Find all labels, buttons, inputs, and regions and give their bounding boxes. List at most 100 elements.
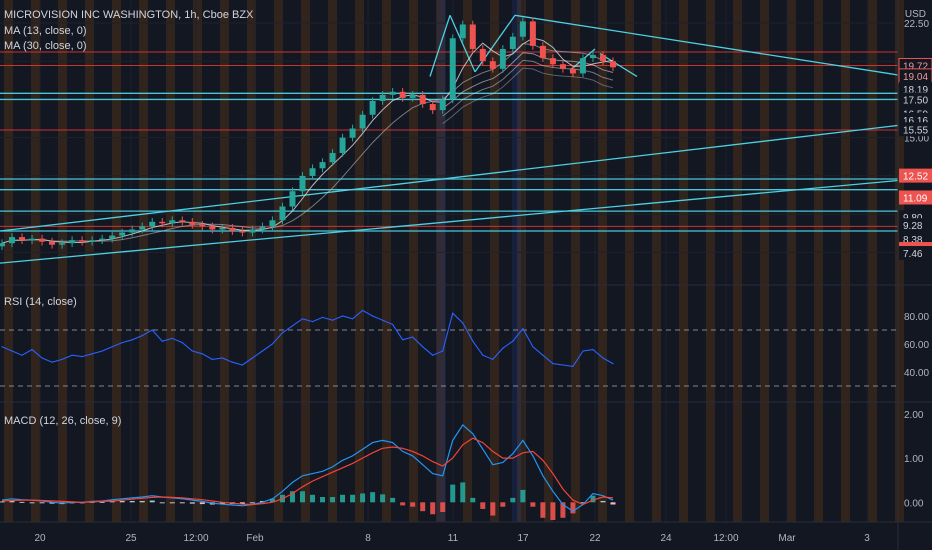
time-tick-label: 8 [365,533,371,544]
candle-body [79,240,86,242]
session-band [220,0,229,522]
candle-body [219,227,226,230]
macd-histogram-bar [149,500,155,503]
candle-body [589,55,596,59]
rsi-point [151,329,153,331]
rsi-point [121,342,123,344]
candle-body [309,168,316,176]
time-tick-label: 22 [589,533,601,544]
macd-histogram-bar [410,502,416,507]
rsi-point [442,350,444,352]
candlestick-series [0,17,616,251]
session-band [139,0,148,522]
macd-histogram-bar [139,500,145,503]
candle-body [189,221,196,225]
session-band [382,0,391,522]
candle-body [349,128,356,138]
candle-body [339,137,346,153]
rsi-point [241,364,243,366]
rsi-point [161,340,163,342]
rsi-point [382,319,384,321]
rsi-point [472,340,474,342]
macd-histogram-bar [590,495,596,503]
macd-histogram-bar [109,500,115,503]
time-axis[interactable]: 20 25 12:00 Feb 8 11 17 22 24 12:00 Mar 3 [34,533,870,544]
macd-histogram-bar [420,502,426,512]
macd-histogram-bar [490,502,496,516]
candle-body [89,240,96,242]
candle-body [69,240,76,244]
trendline-spike-left [429,15,451,77]
macd-histogram-bar [9,500,15,503]
session-band [841,0,850,522]
rsi-point [502,347,504,349]
candle-body [529,21,536,46]
macd-histogram-bar [520,489,526,503]
macd-histogram-bar [460,482,466,503]
candle-body [39,238,46,242]
candle-body [159,221,166,224]
candle-body [329,152,336,163]
macd-tick-label: 0.00 [904,498,924,509]
session-band [247,0,256,522]
rsi-point [41,357,43,359]
macd-histogram-bar [159,502,165,504]
session-band [463,0,472,522]
rsi-point [31,349,33,351]
macd-histogram-bar [500,502,506,507]
session-bands [4,0,904,522]
session-band [868,0,877,522]
session-band [706,0,715,522]
session-band [787,0,796,522]
price-label-box [899,190,932,205]
macd-histogram-bar [340,494,346,503]
rsi-point [141,335,143,337]
macd-histogram-bar [330,497,336,503]
macd-histogram-bar [269,498,275,503]
session-band [625,0,634,522]
macd-histogram-bar [470,497,476,503]
price-label-box [899,122,932,137]
session-band [112,0,121,522]
candle-body [239,230,246,233]
time-tick-label: 25 [125,533,137,544]
price-label: 11.09 [903,193,928,204]
session-band [760,0,769,522]
trendlines[interactable] [0,14,899,264]
symbol-title: MICROVISION INC WASHINGTON, 1h, Cboe BZX [4,9,254,21]
rsi-point [572,365,574,367]
candle-body [229,227,236,231]
rsi-point [522,328,524,330]
price-label: 9.28 [903,221,923,232]
candle-body [289,191,296,207]
rsi-pane [0,309,898,387]
session-band [85,0,94,522]
macd-histogram-bar [199,502,205,505]
price-label: 15.55 [903,125,928,136]
candle-body [279,206,286,221]
candle-body [569,68,576,74]
macd-histogram-bar [380,494,386,503]
rsi-point [372,315,374,317]
macd-histogram-bar [219,502,225,505]
candle-body [299,175,306,192]
macd-tick-label: 2.00 [904,410,924,421]
session-band [58,0,67,522]
rsi-point [91,353,93,355]
candle-body [389,91,396,95]
candle-body [109,235,116,239]
rsi-point [181,342,183,344]
session-band [679,0,688,522]
macd-histogram-bar [99,501,105,503]
time-tick-label: 24 [660,533,672,544]
macd-histogram-bar [289,491,295,503]
candle-body [359,114,366,129]
candle-body [169,220,176,224]
candle-body [519,21,526,37]
macd-histogram-bar [530,502,536,507]
macd-tick-label: 1.00 [904,454,924,465]
time-tick-label: 3 [864,533,870,544]
price-axis[interactable]: 22.5020.0017.5015.0012.5010.007.5019.721… [898,19,932,509]
rsi-tick-label: 40.00 [904,368,929,379]
